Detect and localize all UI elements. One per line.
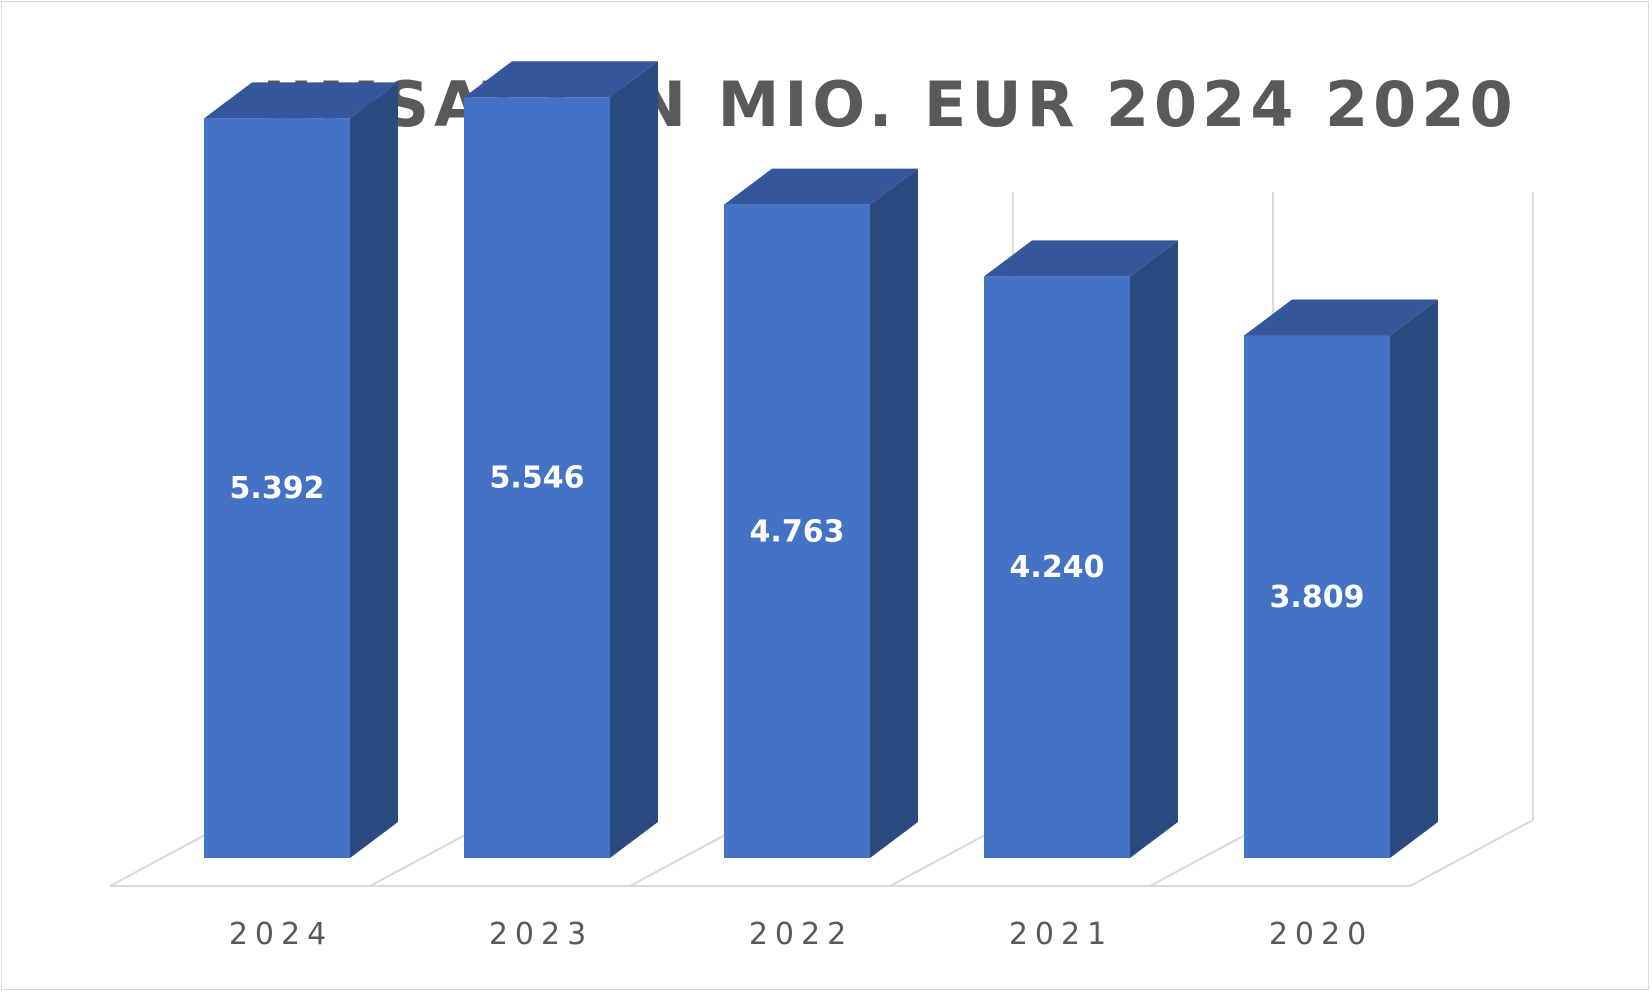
bar-side-face — [610, 61, 658, 858]
bar-top-face — [204, 82, 398, 119]
x-tick-label: 2023 — [489, 917, 593, 952]
x-tick-label: 2020 — [1269, 917, 1373, 952]
bar — [724, 204, 870, 858]
x-tick-label: 2024 — [229, 917, 333, 952]
bar-side-face — [870, 168, 918, 858]
bar-top-face — [464, 61, 658, 98]
bar-top-face — [1244, 299, 1438, 336]
bar-side-face — [1130, 240, 1178, 858]
data-labels: 5.392 5.546 4.763 4.240 3.809 — [230, 461, 1365, 615]
x-axis-tick-labels: 2024 2023 2022 2021 2020 — [229, 917, 1373, 952]
bar — [984, 276, 1130, 858]
bar — [1244, 335, 1390, 858]
bars — [204, 61, 1438, 858]
data-label: 4.763 — [750, 514, 845, 549]
bar-top-face — [724, 168, 918, 205]
data-label: 5.392 — [230, 471, 325, 506]
x-tick-label: 2021 — [1009, 917, 1113, 952]
bar-top-face — [984, 240, 1178, 277]
bar — [204, 118, 350, 858]
bar-side-face — [1390, 299, 1438, 858]
data-label: 4.240 — [1010, 550, 1105, 585]
data-label: 3.809 — [1270, 580, 1365, 615]
x-tick-label: 2022 — [749, 917, 853, 952]
data-label: 5.546 — [490, 461, 585, 496]
floor-division-line — [1409, 819, 1534, 887]
bar-side-face — [350, 82, 398, 858]
bar — [464, 97, 610, 858]
